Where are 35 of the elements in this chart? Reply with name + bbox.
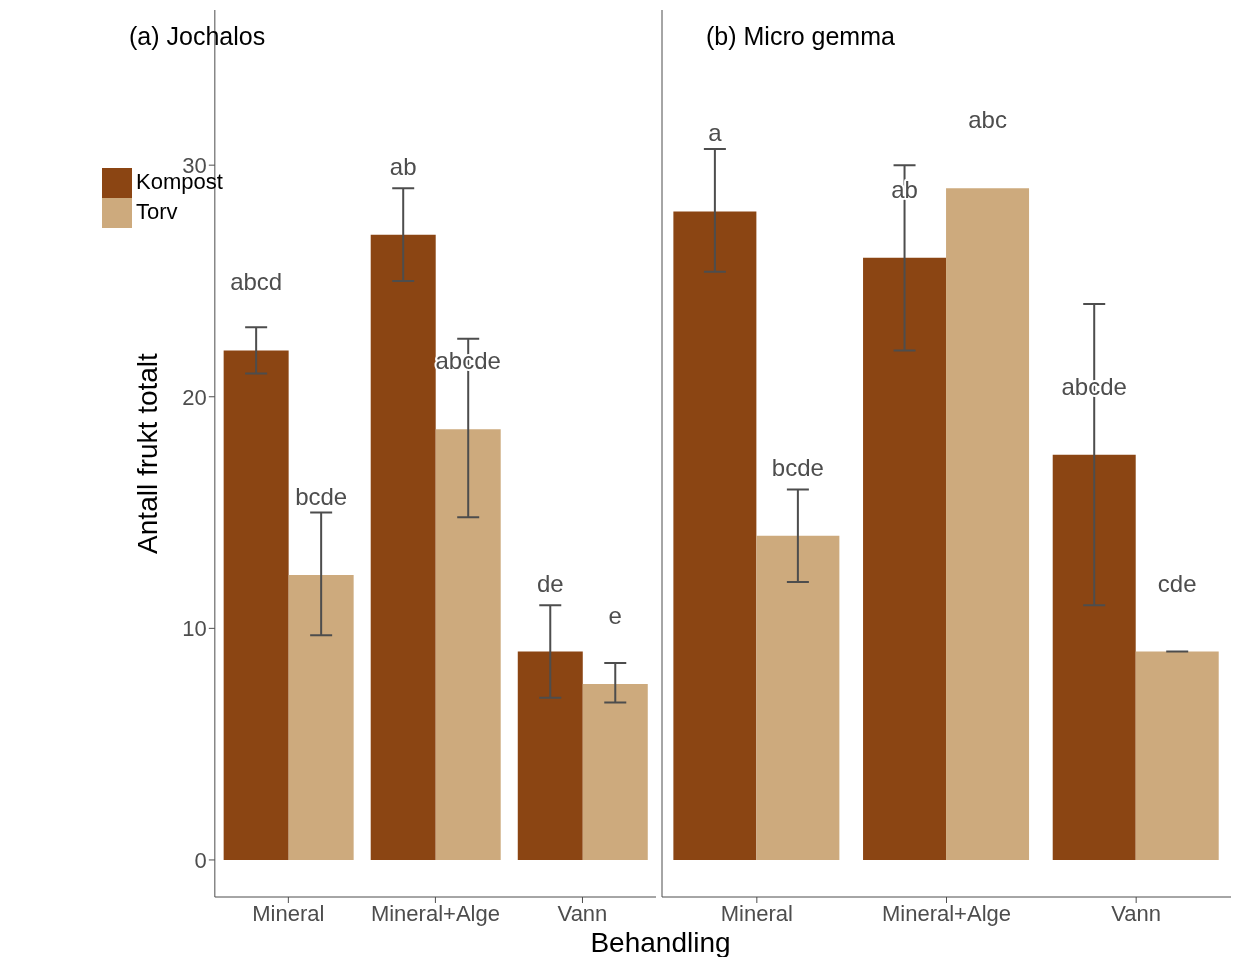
x-tick-label: Vann [557,900,608,926]
y-axis-title: Antall frukt totalt [131,352,163,554]
data-label: bcde [771,453,824,481]
text: (b) Micro gemma [706,22,895,51]
legend-label: Torv [136,198,178,224]
bar [673,211,757,860]
bar [288,575,354,860]
x-axis-title: Behandling [589,927,732,957]
data-label: de [536,569,564,597]
data-label: bcde [295,482,348,510]
text: (a) Jochalos [129,22,266,51]
data-label: cde [1157,569,1197,597]
bar [946,188,1030,860]
bar [223,350,289,860]
x-tick-label: Mineral [720,900,793,926]
x-tick-label: Mineral [252,900,325,926]
data-label: abcd [230,268,283,296]
x-tick-label: Mineral+Alge [370,900,500,926]
bar [517,651,583,860]
data-label: a [708,118,723,146]
x-tick-label: Vann [1111,900,1162,926]
y-tick-label: 10 [182,616,207,642]
data-label: e [608,601,622,629]
bar [863,257,947,860]
y-tick-label: 0 [194,847,207,873]
bar [1135,651,1219,860]
bar [582,683,648,860]
data-label: abc [968,106,1007,134]
x-tick-label: Mineral+Alge [881,900,1012,926]
bar [756,535,840,860]
data-label: ab [389,152,417,180]
bar [435,429,501,860]
bar [370,234,436,860]
bar [1052,454,1136,860]
y-tick-label: 20 [182,384,207,410]
